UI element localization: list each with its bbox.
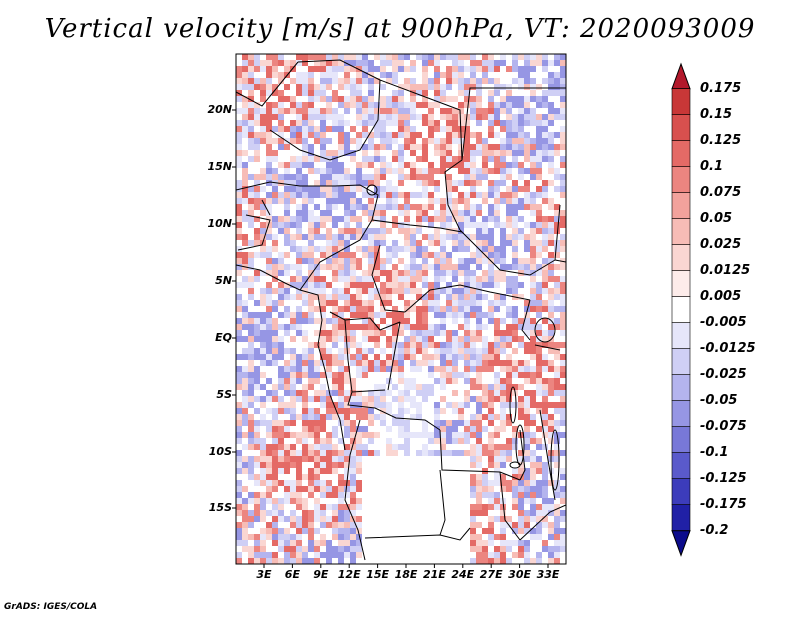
colorbar-top-arrow: [671, 62, 691, 90]
colorbar-level-label: -0.005: [700, 314, 747, 330]
colorbar-level-label: -0.125: [700, 470, 747, 486]
colorbar-level-label: 0.15: [700, 106, 733, 122]
colorbar-level-label: -0.2: [700, 522, 729, 538]
colorbar-swatch: [671, 166, 691, 193]
lon-label: 33E: [536, 568, 560, 581]
lat-label: 15N: [207, 160, 232, 173]
colorbar-level-label: -0.05: [700, 392, 738, 408]
colorbar-level-label: -0.0125: [700, 340, 756, 356]
lon-label: 3E: [256, 568, 272, 581]
lat-label: 5S: [216, 388, 232, 401]
colorbar-swatch: [671, 140, 691, 167]
lat-label: 10S: [208, 445, 232, 458]
lon-label: 27E: [479, 568, 503, 581]
lon-label: 30E: [508, 568, 531, 581]
colorbar-swatch: [671, 374, 691, 402]
lat-label: 20N: [207, 103, 232, 116]
lon-label: 18E: [394, 568, 418, 581]
colorbar: [671, 62, 691, 557]
colorbar-swatch: [671, 218, 691, 245]
lon-label: 24E: [451, 568, 475, 581]
colorbar-level-label: 0.075: [700, 184, 742, 200]
colorbar-swatch: [671, 192, 691, 219]
colorbar-swatch: [671, 504, 691, 532]
colorbar-level-label: 0.0125: [700, 262, 751, 278]
colorbar-swatch: [671, 452, 691, 480]
map-frame: [235, 53, 567, 565]
map-title: Vertical velocity [m/s] at 900hPa, VT: 2…: [44, 14, 756, 44]
colorbar-level-label: 0.05: [700, 210, 733, 226]
velocity-field: [236, 54, 566, 564]
colorbar-swatch: [671, 114, 691, 141]
colorbar-bottom-arrow: [671, 530, 691, 557]
colorbar-level-label: 0.175: [700, 80, 742, 96]
colorbar-swatch: [671, 296, 691, 324]
colorbar-swatch: [671, 88, 691, 115]
colorbar-level-label: 0.005: [700, 288, 742, 304]
lat-label: 10N: [207, 217, 232, 230]
colorbar-swatch: [671, 426, 691, 454]
colorbar-swatch: [671, 270, 691, 298]
lat-label: 15S: [208, 501, 232, 514]
colorbar-level-label: 0.025: [700, 236, 742, 252]
colorbar-swatch: [671, 400, 691, 428]
lon-label: 9E: [313, 568, 329, 581]
axis-ticks: [232, 109, 549, 568]
lon-label: 21E: [422, 568, 446, 581]
colorbar-swatch: [671, 244, 691, 271]
colorbar-swatch: [671, 478, 691, 506]
colorbar-level-label: -0.175: [700, 496, 747, 512]
lon-label: 6E: [284, 568, 300, 581]
lon-label: 15E: [366, 568, 389, 581]
lat-label: EQ: [215, 331, 232, 344]
colorbar-level-label: -0.075: [700, 418, 747, 434]
colorbar-level-label: -0.1: [700, 444, 729, 460]
lakes: [366, 184, 560, 491]
lat-label: 5N: [215, 274, 232, 287]
colorbar-swatch: [671, 348, 691, 376]
colorbar-level-label: 0.125: [700, 132, 742, 148]
colorbar-swatch: [671, 322, 691, 350]
colorbar-level-label: -0.025: [700, 366, 747, 382]
country-borders: [236, 59, 566, 561]
grads-credit: GrADS: IGES/COLA: [4, 602, 98, 612]
lon-label: 12E: [337, 568, 361, 581]
colorbar-level-label: 0.1: [700, 158, 724, 174]
